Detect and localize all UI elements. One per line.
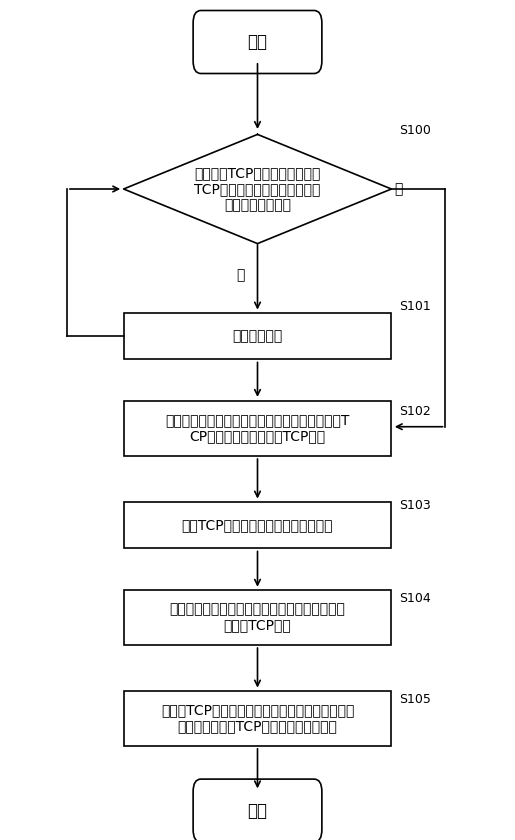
Text: 获取剩余长度的大小，并根据剩余长度的大小从T
CP数据缓冲区读取目标TCP数据: 获取剩余长度的大小，并根据剩余长度的大小从T CP数据缓冲区读取目标TCP数据: [165, 413, 350, 444]
Bar: [124, 690, 391, 746]
Bar: [124, 402, 391, 455]
Text: 等待预设时长: 等待预设时长: [232, 329, 283, 343]
Text: S103: S103: [399, 499, 431, 512]
Bar: [124, 502, 391, 549]
Text: 根据剩余空间的大小，接收与剩余空间的大小相
匹配的TCP数据: 根据剩余空间的大小，接收与剩余空间的大小相 匹配的TCP数据: [169, 602, 346, 633]
Text: 开始: 开始: [248, 33, 267, 51]
FancyBboxPatch shape: [193, 11, 322, 74]
Text: 当检测到TCP数据缓冲区缓存有
TCP数据时，判断发送缓存队列
是否存在剩余长度: 当检测到TCP数据缓冲区缓存有 TCP数据时，判断发送缓存队列 是否存在剩余长度: [194, 165, 321, 213]
Bar: [124, 590, 391, 645]
Text: S104: S104: [399, 592, 431, 606]
Text: S100: S100: [399, 123, 431, 137]
Text: S105: S105: [399, 693, 431, 706]
Text: 否: 否: [236, 269, 245, 282]
Text: 是: 是: [394, 182, 402, 196]
Text: 结束: 结束: [248, 801, 267, 820]
Text: 检测TCP数据缓冲区中剩余空间的大小: 检测TCP数据缓冲区中剩余空间的大小: [182, 518, 333, 532]
Text: 将目标TCP数据缓存至发送缓存队列，以通过发送
缓存队列将目标TCP数据发送至卫星链路: 将目标TCP数据缓存至发送缓存队列，以通过发送 缓存队列将目标TCP数据发送至卫…: [161, 703, 354, 733]
FancyBboxPatch shape: [193, 780, 322, 840]
Text: S102: S102: [399, 405, 431, 418]
Bar: [124, 313, 391, 360]
Text: S101: S101: [399, 300, 431, 313]
